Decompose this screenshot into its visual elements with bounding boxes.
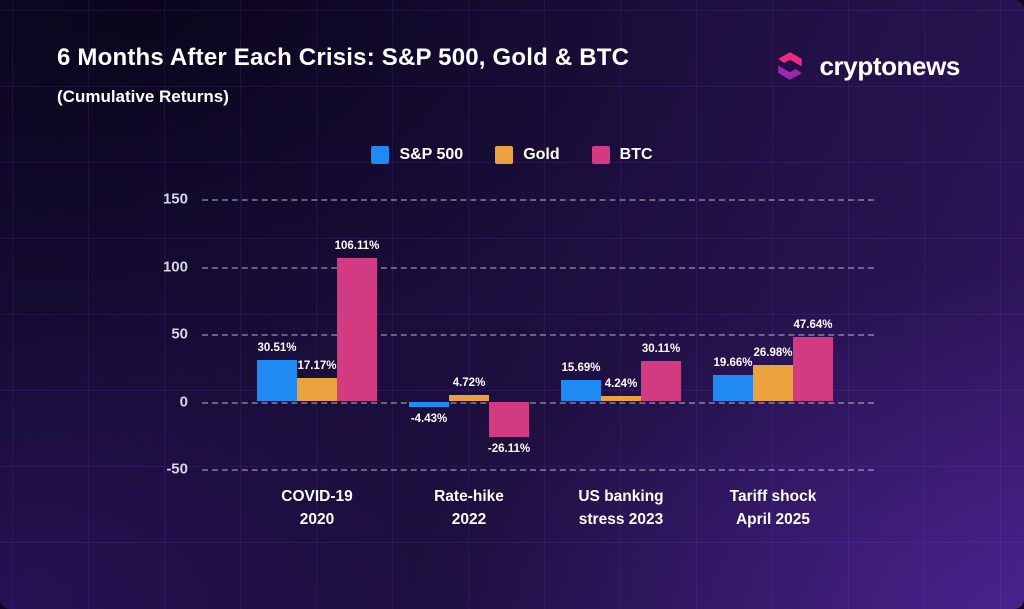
bar-gold	[601, 395, 641, 402]
bar-value-label: 19.66%	[713, 356, 753, 369]
gridline	[202, 266, 874, 269]
bar-value-label: 4.24%	[604, 377, 638, 390]
bar-value-label: 26.98%	[753, 347, 793, 360]
y-axis: 150 100 50 0 -50	[150, 191, 202, 478]
legend-item-gold: Gold	[495, 146, 560, 164]
legend-item-btc: BTC	[591, 146, 653, 164]
gridline	[202, 401, 874, 404]
cryptonews-logo-icon	[777, 52, 802, 80]
bar-s-p-500	[713, 374, 753, 402]
bar-gold	[753, 365, 793, 402]
bar-value-label: 4.72%	[452, 377, 486, 390]
bar-btc	[793, 337, 833, 402]
legend-swatch	[495, 146, 514, 164]
gridline	[202, 469, 874, 471]
legend-label: S&P 500	[399, 146, 464, 163]
brand-name: cryptonews	[819, 50, 961, 81]
x-axis-label: US banking stress 2023	[578, 488, 664, 529]
x-axis-label: Tariff shock April 2025	[729, 488, 817, 529]
bar-value-label: 106.11%	[334, 240, 380, 253]
bar-value-label: 30.51%	[257, 342, 297, 355]
bar-s-p-500	[409, 401, 449, 408]
legend-label: Gold	[523, 146, 560, 163]
legend-item-s-p-500: S&P 500	[371, 146, 463, 164]
gridline	[202, 334, 874, 336]
bar-btc	[641, 360, 681, 402]
header: 6 Months After Each Crisis: S&P 500, Gol…	[57, 44, 960, 107]
bar-value-label: 30.11%	[641, 342, 681, 355]
y-axis-tick-label: 100	[162, 258, 188, 275]
bar-s-p-500	[561, 380, 601, 402]
bar-gold	[297, 378, 337, 402]
page-subtitle: (Cumulative Returns)	[57, 87, 229, 106]
bar-value-label: 15.69%	[561, 362, 601, 375]
gridline	[202, 199, 874, 201]
bar-value-label: -26.11%	[487, 442, 531, 455]
brand: cryptonews	[769, 45, 961, 87]
x-axis-label: COVID-19 2020	[281, 488, 353, 529]
bar-s-p-500	[257, 360, 297, 402]
bar-btc	[489, 401, 529, 437]
title-block: 6 Months After Each Crisis: S&P 500, Gol…	[57, 44, 629, 107]
y-axis-tick-label: -50	[166, 460, 188, 478]
legend-swatch	[371, 146, 390, 164]
legend-label: BTC	[619, 146, 653, 163]
x-axis-label: Rate-hike 2022	[434, 488, 504, 529]
legend-swatch	[591, 146, 610, 164]
bar-value-label: 47.64%	[793, 319, 833, 332]
bar-chart: 150 100 50 0 -50 30.51% 17.17% 106.11% COVID-19…	[150, 191, 874, 528]
bar-gold	[449, 395, 489, 402]
bar-value-label: 17.17%	[297, 360, 337, 373]
bar-btc	[337, 258, 377, 402]
plot-area: 30.51% 17.17% 106.11% COVID-19 2020 -4.43% 4.7…	[202, 199, 874, 528]
y-axis-tick-label: 50	[171, 325, 188, 343]
page-title: 6 Months After Each Crisis: S&P 500, Gol…	[57, 44, 630, 71]
y-axis-tick-label: 150	[162, 190, 188, 208]
chart-legend: S&P 500 Gold BTC	[0, 146, 1024, 164]
y-axis-tick-label: 0	[179, 393, 188, 410]
bar-value-label: -4.43%	[410, 413, 448, 426]
